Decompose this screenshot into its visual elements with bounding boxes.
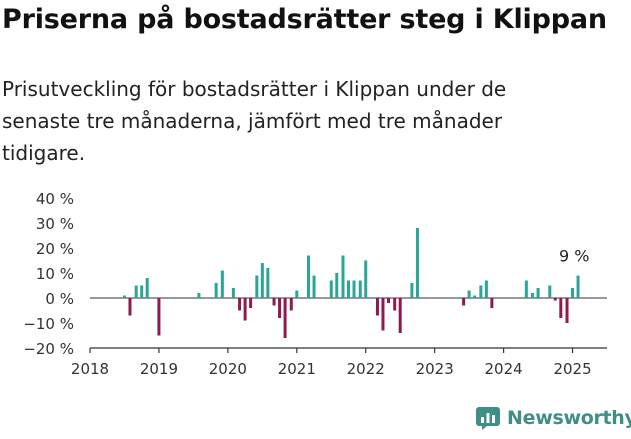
y-tick-label: −20 % bbox=[23, 340, 74, 358]
bar bbox=[462, 298, 466, 306]
bar bbox=[122, 295, 126, 298]
bar bbox=[231, 288, 235, 298]
bar bbox=[473, 295, 477, 298]
bar bbox=[559, 298, 563, 318]
y-tick-label: 10 % bbox=[36, 265, 74, 283]
bar bbox=[249, 298, 253, 308]
x-tick-label: 2020 bbox=[209, 360, 247, 378]
bar bbox=[335, 273, 339, 298]
bar bbox=[531, 293, 535, 298]
bar bbox=[295, 290, 299, 298]
page-subtitle: Prisutveckling för bostadsrätter i Klipp… bbox=[2, 77, 507, 165]
bar bbox=[289, 298, 293, 311]
bar bbox=[255, 275, 259, 298]
bar bbox=[128, 298, 132, 316]
bar bbox=[214, 283, 218, 298]
x-tick-label: 2019 bbox=[140, 360, 178, 378]
bar bbox=[393, 298, 397, 311]
bar bbox=[364, 260, 368, 298]
annotations: 9 % bbox=[559, 247, 589, 266]
y-tick-label: 0 % bbox=[45, 290, 74, 308]
newsworthy-logo-icon bbox=[476, 407, 500, 430]
bar bbox=[352, 280, 356, 298]
bar bbox=[243, 298, 247, 321]
brand: Newsworthy bbox=[475, 405, 631, 431]
bar bbox=[347, 280, 350, 298]
bar bbox=[307, 255, 311, 298]
bar bbox=[341, 255, 345, 298]
y-axis: −20 % −10 % 0 % 10 % 20 % 30 % 40 % bbox=[23, 190, 74, 358]
x-tick-label: 2022 bbox=[347, 360, 385, 378]
x-tick-label: 2025 bbox=[553, 360, 591, 378]
bar bbox=[134, 285, 138, 298]
bar bbox=[398, 298, 402, 333]
x-tick-label: 2023 bbox=[416, 360, 454, 378]
bar bbox=[524, 280, 528, 298]
bar bbox=[329, 280, 333, 298]
value-annotation: 9 % bbox=[559, 247, 589, 266]
bar bbox=[358, 280, 362, 298]
brand-name: Newsworthy bbox=[507, 407, 631, 429]
bar bbox=[140, 285, 144, 298]
bar bbox=[490, 298, 494, 308]
y-tick-label: −10 % bbox=[23, 315, 74, 333]
bar bbox=[536, 288, 540, 298]
bar bbox=[467, 290, 471, 298]
page-title: Priserna på bostadsrätter steg i Klippan bbox=[2, 4, 607, 35]
bar bbox=[548, 285, 552, 298]
bar bbox=[386, 298, 390, 303]
bar bbox=[260, 263, 264, 298]
bar bbox=[381, 298, 385, 331]
x-tick-label: 2018 bbox=[71, 360, 109, 378]
bar bbox=[238, 298, 242, 311]
bar bbox=[278, 298, 282, 318]
bar bbox=[553, 298, 557, 301]
bar bbox=[484, 280, 488, 298]
bar bbox=[571, 288, 575, 298]
y-tick-label: 20 % bbox=[36, 240, 74, 258]
bar bbox=[145, 278, 149, 298]
x-tick-label: 2021 bbox=[278, 360, 316, 378]
x-axis: 2018 2019 2020 2021 2022 2023 2024 2025 bbox=[71, 297, 607, 378]
bar bbox=[410, 283, 414, 298]
bar bbox=[220, 270, 224, 298]
bar bbox=[415, 228, 419, 298]
bar bbox=[272, 298, 276, 306]
bar bbox=[375, 298, 379, 316]
bar bbox=[283, 298, 287, 338]
bar bbox=[565, 298, 569, 323]
bars bbox=[122, 228, 580, 338]
bar bbox=[266, 268, 270, 298]
bar bbox=[157, 298, 161, 336]
y-tick-label: 40 % bbox=[36, 190, 74, 208]
bar bbox=[479, 285, 483, 298]
bar bbox=[576, 275, 580, 298]
y-tick-label: 30 % bbox=[36, 215, 74, 233]
bar bbox=[312, 275, 316, 298]
x-tick-label: 2024 bbox=[485, 360, 523, 378]
bar bbox=[197, 293, 201, 298]
